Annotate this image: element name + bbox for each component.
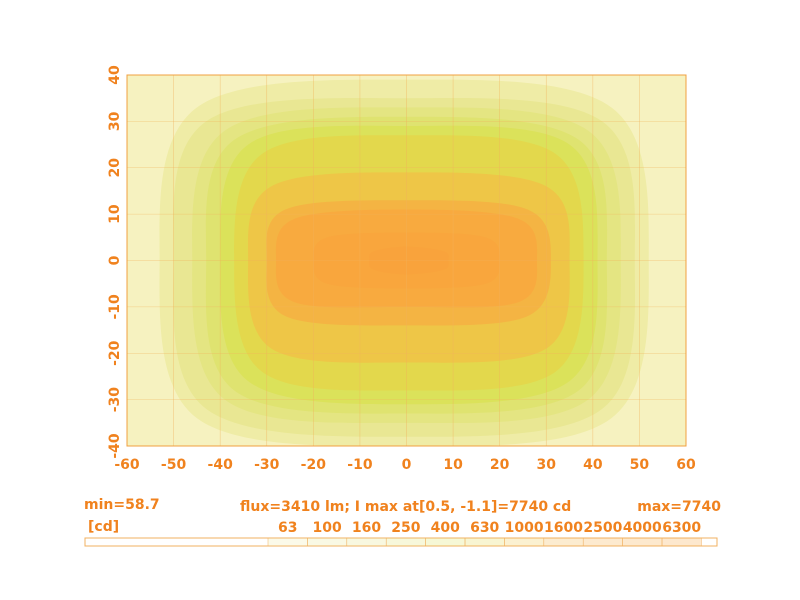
scale-cell bbox=[661, 537, 702, 547]
y-tick-label: -40 bbox=[107, 433, 123, 459]
x-tick-label: 40 bbox=[583, 457, 603, 473]
scale-label: 1600 bbox=[544, 520, 583, 536]
y-tick-label: -20 bbox=[107, 340, 123, 366]
y-tick-label: -10 bbox=[107, 294, 123, 320]
x-tick-label: -10 bbox=[347, 457, 373, 473]
scale-cell bbox=[385, 537, 426, 547]
scale-cell bbox=[267, 537, 308, 547]
y-tick-label: 10 bbox=[107, 204, 123, 224]
x-tick-label: -40 bbox=[208, 457, 234, 473]
x-tick-label: 0 bbox=[402, 457, 412, 473]
max-label: max=7740 bbox=[637, 499, 721, 515]
unit-label: [cd] bbox=[88, 519, 119, 535]
x-tick-label: 20 bbox=[490, 457, 510, 473]
scale-cell bbox=[504, 537, 545, 547]
scale-cell bbox=[464, 537, 505, 547]
scale-cell bbox=[346, 537, 387, 547]
x-tick-label: 30 bbox=[537, 457, 557, 473]
scale-label: 250 bbox=[391, 520, 420, 536]
x-tick-label: -20 bbox=[301, 457, 327, 473]
scale-label: 6300 bbox=[662, 520, 701, 536]
scale-cell bbox=[425, 537, 466, 547]
x-tick-label: -50 bbox=[161, 457, 187, 473]
scale-label: 1000 bbox=[505, 520, 544, 536]
scale-label: 2500 bbox=[583, 520, 622, 536]
min-label: min=58.7 bbox=[84, 497, 160, 513]
scale-cell bbox=[543, 537, 584, 547]
scale-label: 160 bbox=[352, 520, 381, 536]
y-tick-label: -30 bbox=[107, 387, 123, 413]
scale-cell bbox=[307, 537, 348, 547]
x-tick-label: -30 bbox=[254, 457, 280, 473]
y-tick-label: 30 bbox=[107, 111, 123, 131]
y-tick-label: 0 bbox=[107, 255, 123, 265]
scale-label: 4000 bbox=[623, 520, 662, 536]
plot-border bbox=[126, 74, 687, 447]
y-tick-label: 20 bbox=[107, 158, 123, 178]
x-tick-label: 10 bbox=[443, 457, 463, 473]
scale-cell bbox=[582, 537, 623, 547]
scale-label: 100 bbox=[312, 520, 341, 536]
x-tick-label: 50 bbox=[630, 457, 650, 473]
scale-label: 63 bbox=[278, 520, 297, 536]
summary-label: flux=3410 lm; I max at[0.5, -1.1]=7740 c… bbox=[240, 499, 571, 515]
y-tick-label: 40 bbox=[107, 65, 123, 85]
scale-label: 630 bbox=[470, 520, 499, 536]
x-tick-label: -60 bbox=[114, 457, 140, 473]
x-tick-label: 60 bbox=[676, 457, 696, 473]
scale-label: 400 bbox=[431, 520, 460, 536]
scale-cell bbox=[622, 537, 663, 547]
